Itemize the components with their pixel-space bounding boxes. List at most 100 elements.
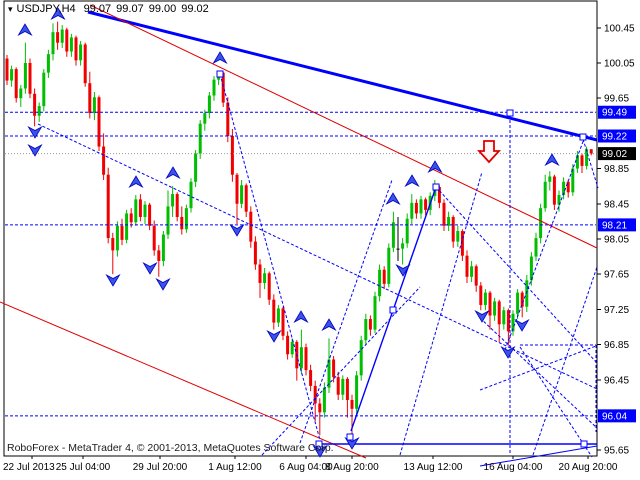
candle-body <box>580 155 584 166</box>
fractal-down-arrow-icon[interactable] <box>514 318 530 332</box>
candle-body <box>345 378 349 400</box>
descending-channel-lower[interactable] <box>0 301 367 459</box>
candle-body <box>304 347 308 371</box>
object-handle[interactable] <box>389 306 397 314</box>
fractal-down-arrow-icon[interactable] <box>266 329 282 343</box>
open-value: 99.07 <box>83 3 112 15</box>
candle-body <box>341 378 345 395</box>
candle-body <box>493 301 497 316</box>
candle-body <box>207 95 211 114</box>
projection-down-segment[interactable] <box>582 138 599 189</box>
fractal-up-arrow-icon[interactable] <box>321 318 337 332</box>
candle-body <box>575 155 579 169</box>
fractal-down-arrow-icon[interactable] <box>155 277 171 291</box>
candle-body <box>46 54 50 73</box>
candle-body <box>69 37 73 52</box>
candle-body <box>571 168 575 193</box>
candle-body <box>276 308 280 323</box>
fractal-down-arrow-icon[interactable] <box>229 223 245 237</box>
object-handle[interactable] <box>216 70 224 78</box>
broker-watermark: RoboForex - MetaTrader 4, © 2001-2013, M… <box>7 442 334 454</box>
fractal-up-arrow-icon[interactable] <box>427 160 443 174</box>
symbol-dropdown-icon[interactable]: ▾ <box>8 3 13 14</box>
candle-body <box>175 194 179 217</box>
candle-body <box>465 255 469 277</box>
descending-trendline-main[interactable] <box>87 10 598 142</box>
time-axis-label: 25 Jul 04:00 <box>56 462 111 473</box>
object-handle[interactable] <box>579 133 587 141</box>
fractal-down-arrow-icon[interactable] <box>395 263 411 277</box>
candle-body <box>23 62 27 89</box>
chart-header: ▾ USDJPY,H4 99.07 99.07 99.00 99.02 <box>8 3 214 15</box>
triangle-line-down[interactable] <box>479 317 598 429</box>
price-tag <box>598 409 636 423</box>
candle-body <box>42 72 46 107</box>
object-handle[interactable] <box>506 109 514 117</box>
price-axis-label: 98.05 <box>604 234 629 245</box>
triangle-line-up[interactable] <box>479 345 597 391</box>
candle-body <box>364 319 368 341</box>
object-handle[interactable] <box>580 440 588 448</box>
candle-body <box>483 292 487 305</box>
fractal-up-arrow-icon[interactable] <box>128 175 144 189</box>
candle-body <box>194 153 198 182</box>
fractal-up-arrow-icon[interactable] <box>293 310 309 324</box>
fractal-down-arrow-icon[interactable] <box>142 261 158 275</box>
fractal-up-arrow-icon[interactable] <box>404 174 420 188</box>
fractal-down-arrow-icon[interactable] <box>474 309 490 323</box>
candle-body <box>451 216 455 242</box>
object-handle[interactable] <box>432 183 440 191</box>
long-dashed-diagonal[interactable] <box>37 123 598 390</box>
candle-body <box>437 187 441 203</box>
fractal-down-arrow-icon[interactable] <box>27 125 43 139</box>
zigzag-decline[interactable] <box>219 73 321 441</box>
candle-body <box>332 359 336 378</box>
candle-body <box>10 69 14 81</box>
candle-body <box>359 340 363 376</box>
impulse-channel-right[interactable] <box>399 171 483 456</box>
candle-body <box>327 359 331 388</box>
price-tag-label: 99.49 <box>602 108 627 119</box>
candle-body <box>378 269 382 297</box>
time-axis-label: 8 Aug 20:00 <box>325 462 379 473</box>
candle-body <box>106 174 110 239</box>
rally-channel-left[interactable] <box>504 138 585 351</box>
fractal-down-arrow-icon[interactable] <box>500 345 516 359</box>
fractal-up-arrow-icon[interactable] <box>544 153 560 167</box>
time-axis-label: 6 Aug 04:00 <box>279 462 333 473</box>
candle-body <box>92 97 96 114</box>
fractal-up-arrow-icon[interactable] <box>385 192 401 206</box>
fractal-up-arrow-icon[interactable] <box>50 7 66 21</box>
descending-channel-upper[interactable] <box>89 4 598 249</box>
time-axis-label: 1 Aug 12:00 <box>208 462 262 473</box>
fractal-down-arrow-icon[interactable] <box>105 273 121 287</box>
object-handle[interactable] <box>346 433 354 441</box>
projection-lower-segment[interactable] <box>519 346 593 458</box>
candle-body <box>286 335 290 355</box>
candle-body <box>309 370 313 386</box>
fractal-down-arrow-icon[interactable] <box>27 143 43 157</box>
time-axis-label: 20 Aug 20:00 <box>559 462 618 473</box>
fractal-up-arrow-icon[interactable] <box>212 51 228 65</box>
fractal-up-arrow-icon[interactable] <box>17 23 33 37</box>
rally-channel-right[interactable] <box>532 266 598 456</box>
candle-body <box>401 243 405 249</box>
correction-dashed-line[interactable] <box>435 186 598 364</box>
impulse-channel-left[interactable] <box>299 179 393 444</box>
fractal-down-arrow-icon[interactable] <box>312 444 328 458</box>
candle-body <box>585 149 589 166</box>
candle-body <box>134 199 138 223</box>
candle-body <box>249 211 253 242</box>
fractal-up-arrow-icon[interactable] <box>165 166 181 180</box>
candle-body <box>539 208 543 239</box>
object-handle[interactable] <box>315 440 323 448</box>
price-axis-label: 97.25 <box>604 305 629 316</box>
candle-body <box>368 319 372 330</box>
rising-dashed-support[interactable] <box>261 286 421 456</box>
candle-body <box>281 308 285 336</box>
rising-line-bottom[interactable] <box>479 445 598 467</box>
candle-body <box>5 58 9 81</box>
candle-body <box>336 377 340 395</box>
sell-signal-arrow-icon[interactable] <box>476 140 502 164</box>
